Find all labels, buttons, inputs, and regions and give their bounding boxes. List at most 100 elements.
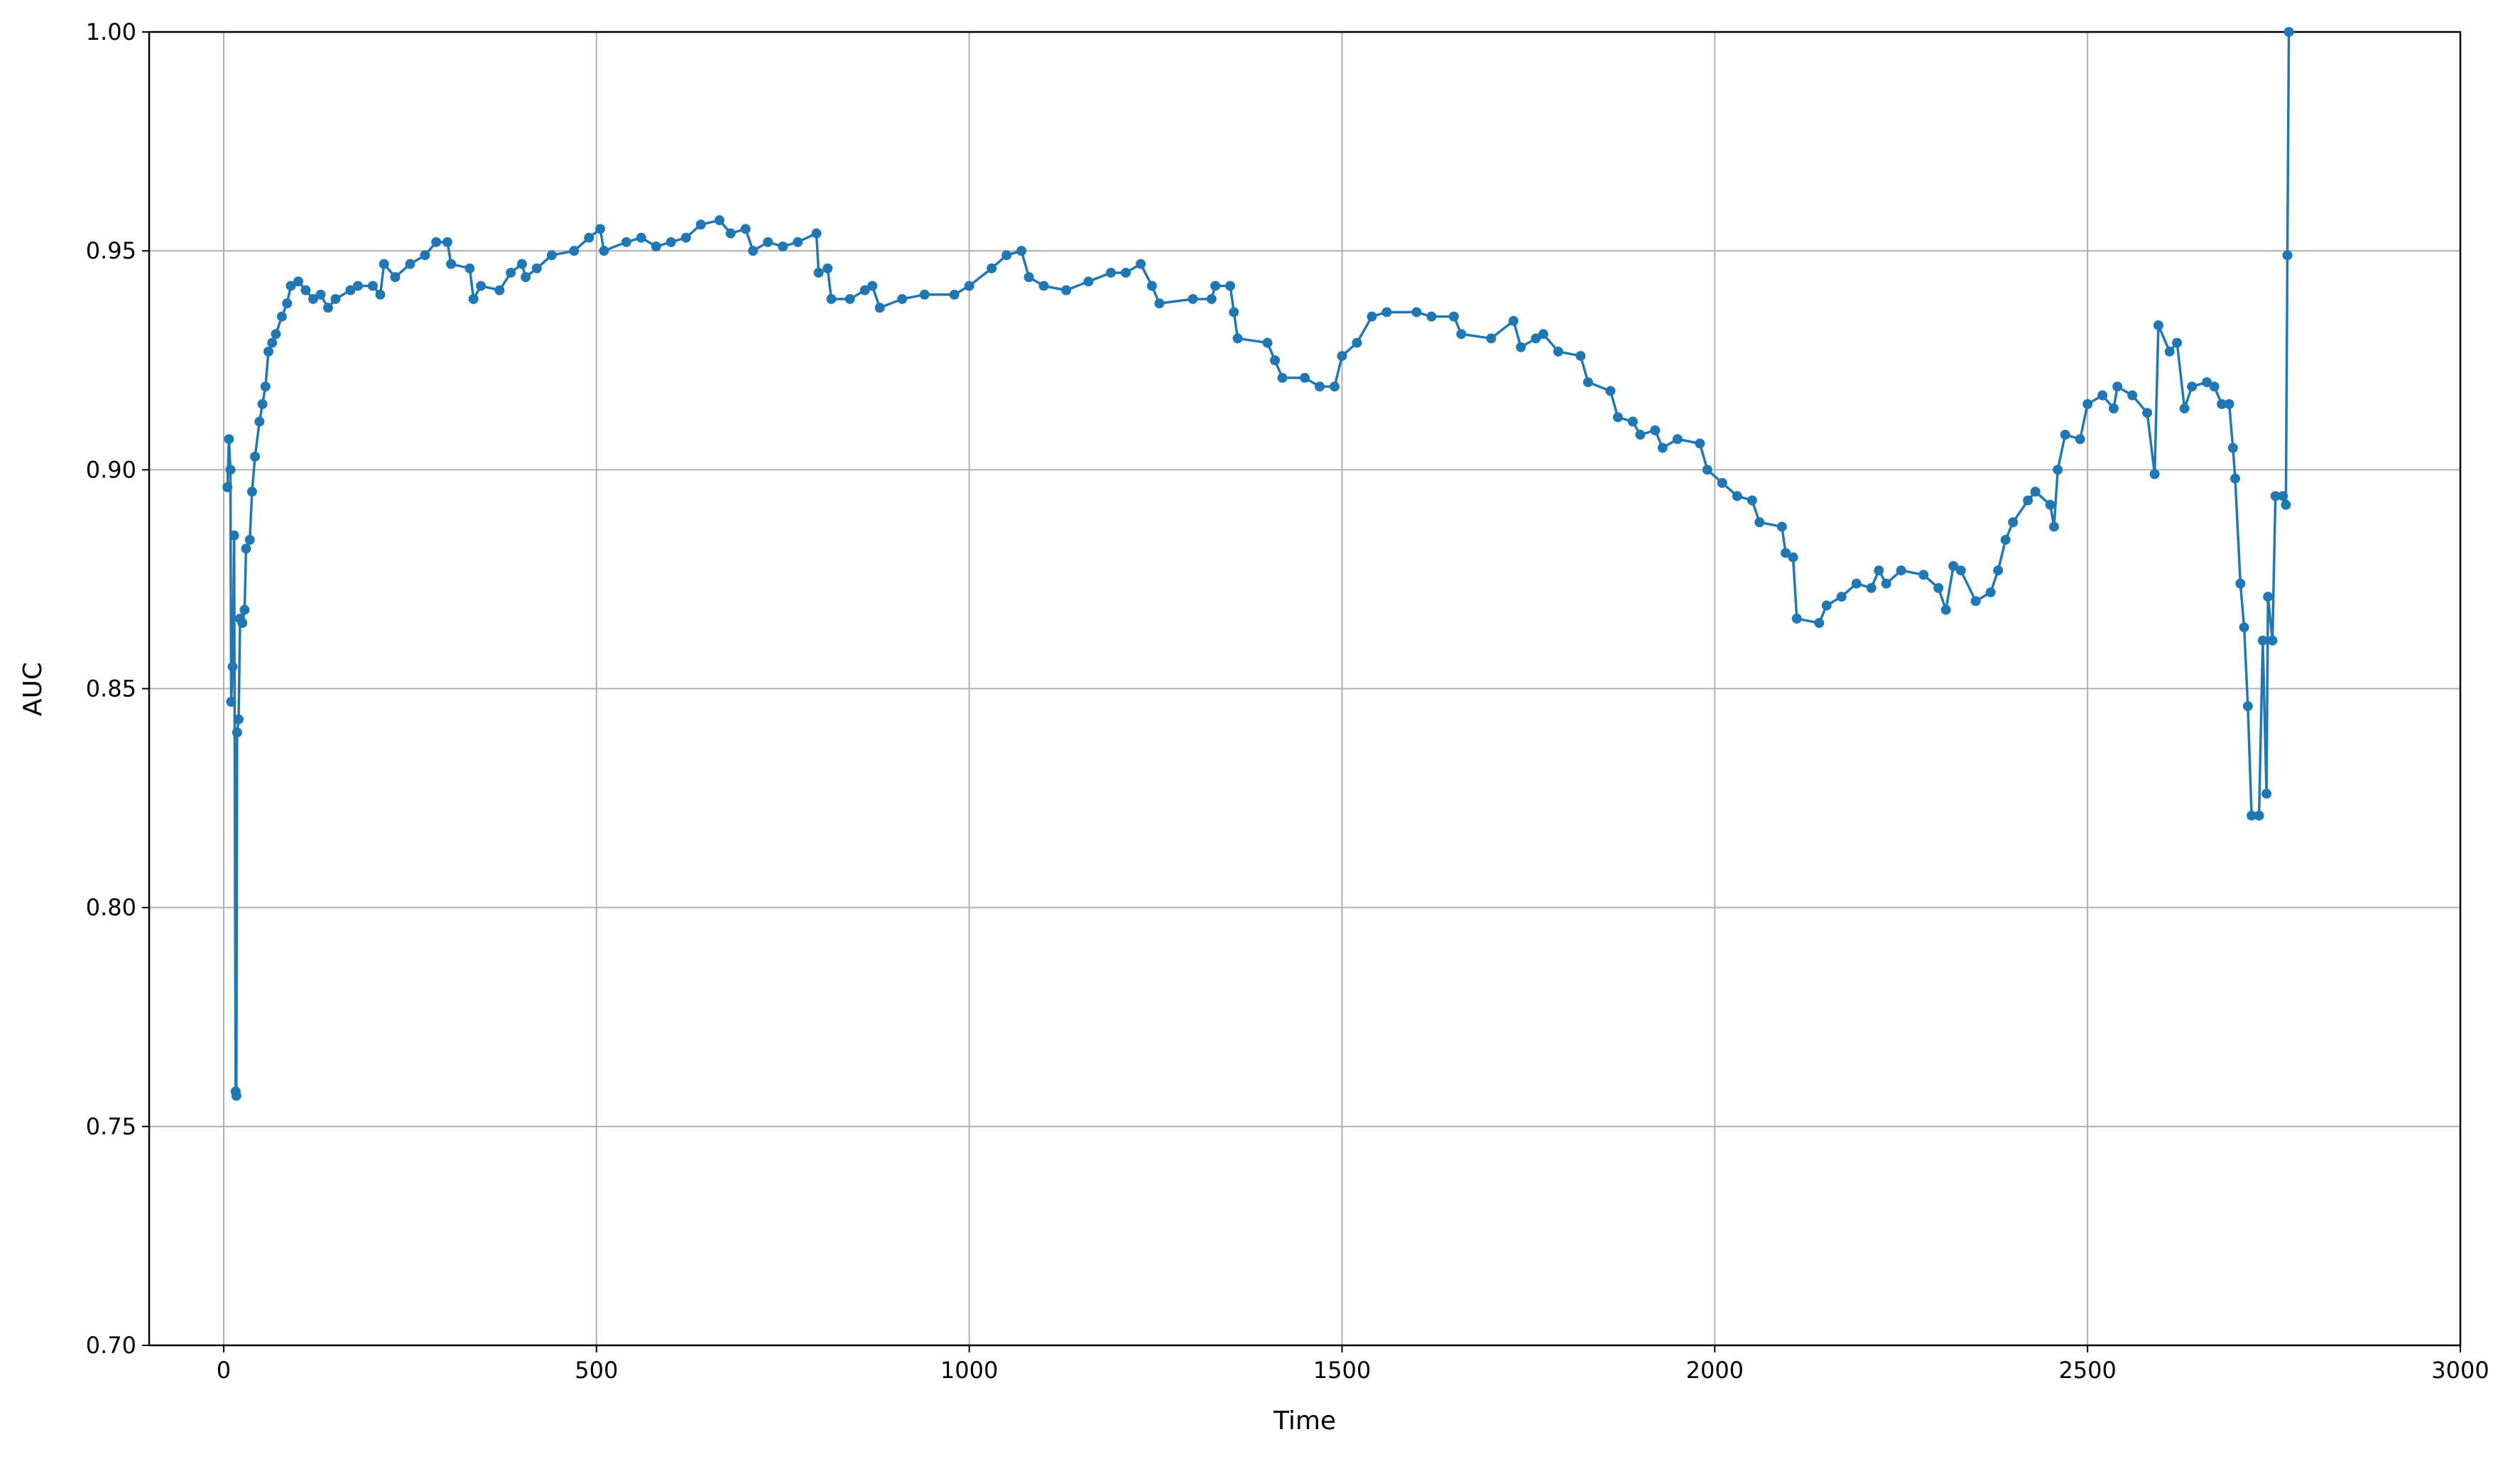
data-point bbox=[2030, 487, 2041, 497]
data-point bbox=[778, 242, 788, 252]
data-point bbox=[263, 346, 273, 357]
data-point bbox=[1188, 293, 1198, 304]
data-point bbox=[859, 285, 870, 295]
data-point bbox=[246, 487, 257, 497]
data-point bbox=[442, 237, 452, 247]
data-point bbox=[233, 714, 244, 725]
data-point bbox=[1717, 477, 1727, 488]
data-point bbox=[680, 232, 691, 243]
data-point bbox=[715, 215, 725, 226]
data-point bbox=[2000, 534, 2011, 545]
x-tick-label: 0 bbox=[217, 1357, 231, 1384]
data-point bbox=[1352, 337, 1362, 348]
data-point bbox=[465, 263, 475, 273]
data-point bbox=[531, 263, 542, 273]
data-point bbox=[222, 482, 233, 492]
data-point bbox=[1985, 587, 1996, 597]
data-point bbox=[2263, 592, 2274, 602]
data-point bbox=[286, 281, 296, 291]
data-point bbox=[1083, 276, 1094, 287]
data-point bbox=[1337, 351, 1347, 362]
data-point bbox=[1940, 604, 1951, 615]
data-point bbox=[352, 281, 363, 291]
data-point bbox=[2149, 469, 2160, 479]
data-point bbox=[379, 259, 389, 269]
data-point bbox=[695, 219, 706, 230]
data-point bbox=[2283, 27, 2294, 37]
y-tick-label: 1.00 bbox=[86, 18, 136, 45]
data-point bbox=[964, 281, 974, 291]
data-point bbox=[476, 281, 487, 291]
data-point bbox=[546, 250, 557, 261]
data-point bbox=[2075, 434, 2085, 445]
data-point bbox=[521, 272, 531, 283]
data-point bbox=[1851, 578, 1862, 589]
x-axis-label: Time bbox=[1273, 1406, 1336, 1436]
data-point bbox=[844, 293, 855, 304]
data-point bbox=[2224, 398, 2234, 409]
data-point bbox=[584, 232, 594, 243]
data-point bbox=[405, 259, 416, 269]
data-point bbox=[375, 289, 386, 300]
data-point bbox=[2045, 499, 2055, 510]
data-point bbox=[308, 293, 318, 304]
data-point bbox=[224, 434, 234, 445]
y-tick-label: 0.85 bbox=[86, 676, 136, 703]
data-point bbox=[1456, 329, 1467, 340]
y-tick-label: 0.75 bbox=[86, 1113, 136, 1140]
data-point bbox=[282, 298, 293, 309]
data-point bbox=[390, 272, 401, 283]
data-point bbox=[2235, 578, 2246, 589]
data-point bbox=[239, 604, 250, 615]
x-tick-label: 1500 bbox=[1313, 1357, 1371, 1384]
data-point bbox=[2164, 346, 2175, 357]
data-point bbox=[1747, 495, 1757, 506]
data-point bbox=[225, 465, 236, 475]
y-tick-label: 0.80 bbox=[86, 894, 136, 921]
data-point bbox=[229, 530, 239, 541]
data-point bbox=[897, 293, 908, 304]
y-tick-label: 0.90 bbox=[86, 456, 136, 483]
data-point bbox=[1582, 377, 1593, 388]
data-point bbox=[1225, 281, 1236, 291]
data-point bbox=[1575, 351, 1586, 362]
data-point bbox=[1038, 281, 1049, 291]
data-point bbox=[446, 259, 457, 269]
data-point bbox=[1121, 267, 1131, 278]
data-point bbox=[1154, 298, 1165, 309]
data-point bbox=[2060, 430, 2070, 440]
data-point bbox=[1781, 548, 1791, 558]
data-point bbox=[1538, 329, 1548, 340]
data-point bbox=[232, 727, 242, 738]
data-point bbox=[2179, 403, 2190, 414]
data-point bbox=[822, 263, 833, 273]
data-point bbox=[1955, 565, 1966, 576]
data-point bbox=[1232, 333, 1243, 344]
data-point bbox=[1776, 521, 1787, 532]
data-point bbox=[1329, 381, 1340, 392]
data-point bbox=[2153, 320, 2163, 330]
data-point bbox=[237, 618, 248, 629]
data-point bbox=[1881, 578, 1891, 589]
data-point bbox=[271, 329, 281, 340]
y-tick-label: 0.70 bbox=[86, 1332, 136, 1359]
data-point bbox=[2097, 390, 2108, 401]
data-point bbox=[1933, 582, 1944, 593]
data-point bbox=[1262, 337, 1273, 348]
data-point bbox=[2209, 381, 2220, 392]
data-point bbox=[651, 242, 661, 252]
data-point bbox=[2172, 337, 2183, 348]
data-point bbox=[2127, 390, 2138, 401]
data-point bbox=[1270, 355, 1281, 366]
data-point bbox=[254, 416, 265, 427]
data-point bbox=[595, 224, 606, 234]
data-point bbox=[516, 259, 527, 269]
data-point bbox=[763, 237, 773, 247]
data-point bbox=[1627, 416, 1638, 427]
data-point bbox=[2239, 622, 2249, 633]
data-line bbox=[226, 31, 2291, 1097]
data-point bbox=[1605, 386, 1616, 396]
data-point bbox=[226, 696, 237, 707]
data-point bbox=[1866, 582, 1877, 593]
